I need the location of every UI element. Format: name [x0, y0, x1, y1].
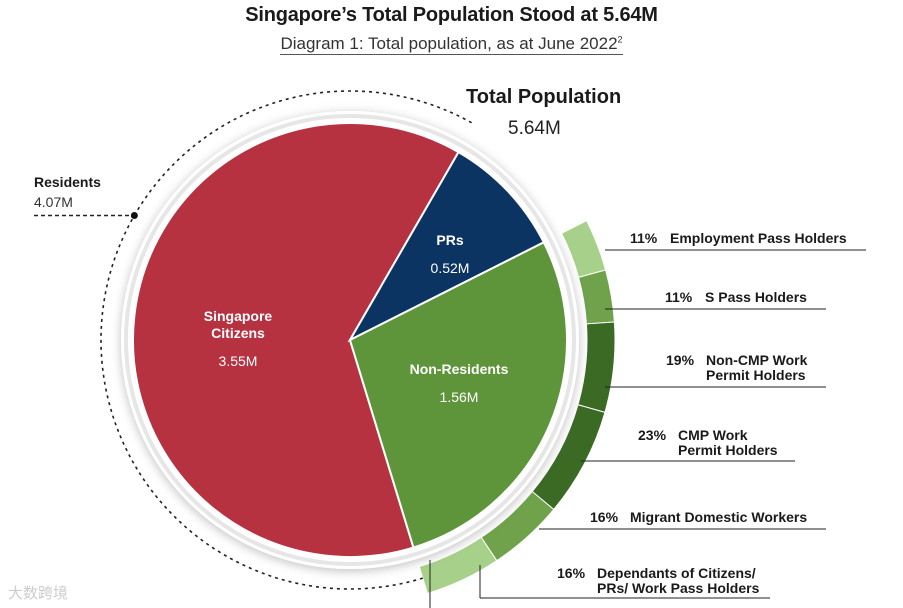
- breakdown-label: Dependants of Citizens/: [597, 565, 756, 581]
- slice-value-label: 3.55M: [219, 353, 258, 369]
- breakdown-ring-segment: [577, 269, 615, 325]
- residents-marker-dot: [130, 212, 138, 219]
- breakdown-label: CMP Work: [678, 427, 748, 443]
- residents-label: Residents: [34, 174, 101, 190]
- breakdown-percent: 16%: [557, 565, 586, 581]
- breakdown-label: PRs/ Work Pass Holders: [597, 580, 760, 596]
- breakdown-percent: 11%: [665, 289, 693, 305]
- breakdown-percent: 16%: [590, 509, 619, 525]
- slice-label: Singapore: [204, 308, 273, 324]
- chart-title: Singapore’s Total Population Stood at 5.…: [245, 4, 658, 26]
- slice-singapore-citizens: [132, 122, 460, 558]
- slice-value-label: 1.56M: [440, 389, 479, 405]
- breakdown-label: Permit Holders: [706, 367, 806, 383]
- total-population-label: Total Population: [466, 86, 622, 108]
- total-population-value: 5.64M: [508, 118, 561, 139]
- pie-layer: [121, 111, 579, 569]
- ring-layer: [34, 90, 616, 595]
- breakdown-label: Permit Holders: [678, 442, 778, 458]
- watermark: 大数跨境: [8, 584, 69, 602]
- residents-value: 4.07M: [34, 194, 73, 210]
- subtitle-text: Diagram 1: Total population, as at June …: [280, 34, 618, 53]
- breakdown-label: Non-CMP Work: [706, 352, 808, 368]
- breakdown-percent: 19%: [666, 352, 695, 368]
- residents-dashed-arc: [100, 90, 475, 590]
- breakdown-label: Employment Pass Holders: [670, 230, 847, 246]
- slice-label: Non-Residents: [410, 361, 509, 377]
- pie-rim: [124, 114, 576, 566]
- slice-prs: [347, 150, 546, 343]
- breakdown-percent: 11%: [630, 230, 658, 246]
- breakdown-ring-segment: [418, 536, 498, 595]
- breakdown-percent: 23%: [638, 427, 667, 443]
- slice-non-residents: [348, 240, 568, 549]
- breakdown-ring-segment: [560, 220, 607, 278]
- subtitle-footnote-mark: 2: [617, 34, 623, 45]
- slice-label: PRs: [436, 232, 463, 248]
- slice-label: Citizens: [211, 325, 265, 341]
- breakdown-ring-segment: [577, 321, 616, 414]
- breakdown-label: Migrant Domestic Workers: [630, 509, 807, 525]
- breakdown-label: S Pass Holders: [705, 289, 807, 305]
- slice-value-label: 0.52M: [431, 260, 470, 276]
- chart-subtitle: Diagram 1: Total population, as at June …: [0, 34, 903, 55]
